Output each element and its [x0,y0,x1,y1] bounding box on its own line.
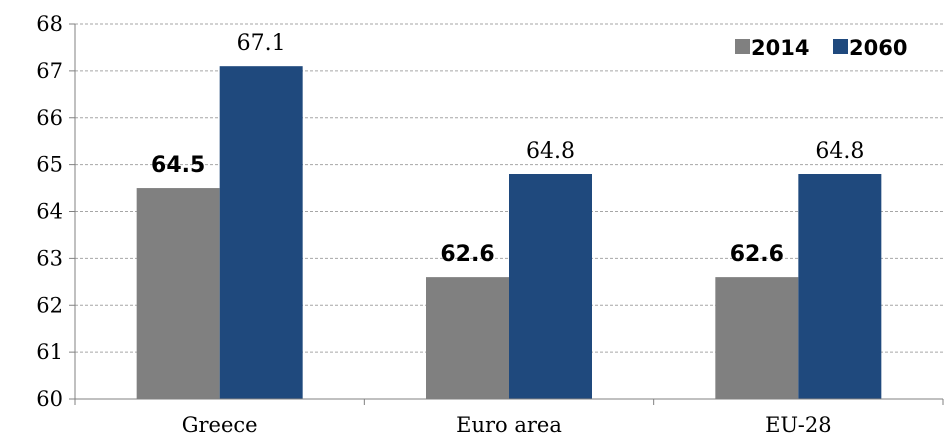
y-tick-label: 61 [36,340,63,364]
bars [136,66,882,399]
data-label-2060: 67.1 [237,31,286,56]
data-label-2014: 62.6 [730,242,784,267]
y-tick-label: 67 [36,59,63,83]
y-tick-label: 62 [36,293,63,317]
bar-2060-euro-area [509,174,592,399]
y-tick-label: 68 [36,12,63,36]
data-label-2060: 64.8 [815,139,864,164]
data-label-2014: 64.5 [151,153,205,178]
data-label-2060: 64.8 [526,139,575,164]
bar-2014-eu-28 [715,277,799,399]
legend-swatch-2014 [735,39,750,54]
bar-2060-greece [219,66,303,399]
legend-swatch-2060 [833,39,848,54]
bar-2014-greece [136,188,220,399]
axes: 60 61 62 63 64 65 66 67 68 Greece Euro area EU-28 [36,12,944,437]
y-tick-label: 60 [36,387,63,411]
bar-2060-eu-28 [798,174,882,399]
y-tick-label: 63 [36,246,63,270]
legend: 2014 2060 [735,36,907,60]
x-category-label: Euro area [456,413,562,437]
y-tick-label: 64 [36,200,63,224]
y-tick-label: 65 [36,153,63,177]
y-tick-label: 66 [36,106,63,130]
data-label-2014: 62.6 [440,242,494,267]
legend-label-2014: 2014 [751,36,809,60]
x-category-label: EU-28 [765,413,831,437]
x-category-label: Greece [182,413,258,437]
legend-label-2060: 2060 [849,36,907,60]
bar-2014-euro-area [426,277,509,399]
data-labels: 64.5 67.1 62.6 64.8 62.6 64.8 [151,31,864,267]
